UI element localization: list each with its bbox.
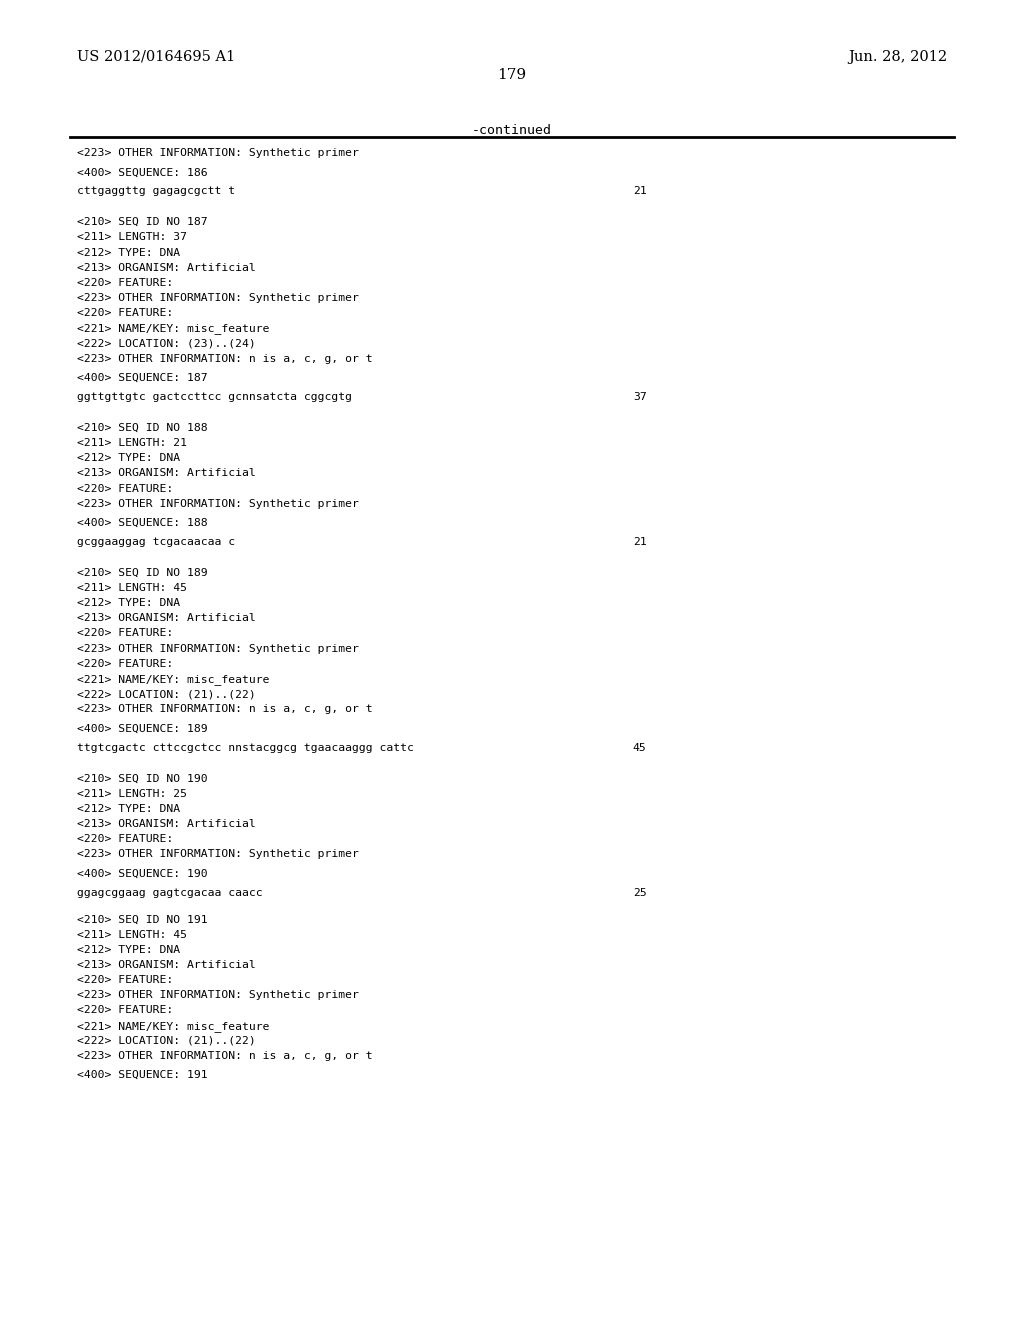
Text: <220> FEATURE:: <220> FEATURE: — [77, 659, 173, 669]
Text: <213> ORGANISM: Artificial: <213> ORGANISM: Artificial — [77, 614, 256, 623]
Text: <220> FEATURE:: <220> FEATURE: — [77, 1006, 173, 1015]
Text: <400> SEQUENCE: 189: <400> SEQUENCE: 189 — [77, 723, 208, 734]
Text: <223> OTHER INFORMATION: Synthetic primer: <223> OTHER INFORMATION: Synthetic prime… — [77, 990, 358, 1001]
Text: <220> FEATURE:: <220> FEATURE: — [77, 483, 173, 494]
Text: <212> TYPE: DNA: <212> TYPE: DNA — [77, 248, 180, 257]
Text: <210> SEQ ID NO 191: <210> SEQ ID NO 191 — [77, 915, 208, 924]
Text: <220> FEATURE:: <220> FEATURE: — [77, 628, 173, 639]
Text: <212> TYPE: DNA: <212> TYPE: DNA — [77, 804, 180, 813]
Text: <223> OTHER INFORMATION: Synthetic primer: <223> OTHER INFORMATION: Synthetic prime… — [77, 849, 358, 859]
Text: <212> TYPE: DNA: <212> TYPE: DNA — [77, 598, 180, 609]
Text: <210> SEQ ID NO 188: <210> SEQ ID NO 188 — [77, 422, 208, 433]
Text: ttgtcgactc cttccgctcc nnstacggcg tgaacaaggg cattc: ttgtcgactc cttccgctcc nnstacggcg tgaacaa… — [77, 743, 414, 752]
Text: <210> SEQ ID NO 187: <210> SEQ ID NO 187 — [77, 216, 208, 227]
Text: <400> SEQUENCE: 190: <400> SEQUENCE: 190 — [77, 869, 208, 878]
Text: <223> OTHER INFORMATION: Synthetic primer: <223> OTHER INFORMATION: Synthetic prime… — [77, 499, 358, 508]
Text: <221> NAME/KEY: misc_feature: <221> NAME/KEY: misc_feature — [77, 323, 269, 334]
Text: <223> OTHER INFORMATION: Synthetic primer: <223> OTHER INFORMATION: Synthetic prime… — [77, 293, 358, 304]
Text: <223> OTHER INFORMATION: n is a, c, g, or t: <223> OTHER INFORMATION: n is a, c, g, o… — [77, 1051, 373, 1061]
Text: Jun. 28, 2012: Jun. 28, 2012 — [848, 49, 947, 63]
Text: <210> SEQ ID NO 189: <210> SEQ ID NO 189 — [77, 568, 208, 578]
Text: ggttgttgtc gactccttcc gcnnsatcta cggcgtg: ggttgttgtc gactccttcc gcnnsatcta cggcgtg — [77, 392, 352, 403]
Text: <220> FEATURE:: <220> FEATURE: — [77, 834, 173, 843]
Text: <400> SEQUENCE: 188: <400> SEQUENCE: 188 — [77, 517, 208, 528]
Text: <212> TYPE: DNA: <212> TYPE: DNA — [77, 453, 180, 463]
Text: <211> LENGTH: 25: <211> LENGTH: 25 — [77, 788, 186, 799]
Text: <400> SEQUENCE: 186: <400> SEQUENCE: 186 — [77, 168, 208, 177]
Text: <210> SEQ ID NO 190: <210> SEQ ID NO 190 — [77, 774, 208, 783]
Text: <222> LOCATION: (21)..(22): <222> LOCATION: (21)..(22) — [77, 689, 256, 700]
Text: <213> ORGANISM: Artificial: <213> ORGANISM: Artificial — [77, 263, 256, 273]
Text: <220> FEATURE:: <220> FEATURE: — [77, 279, 173, 288]
Text: cttgaggttg gagagcgctt t: cttgaggttg gagagcgctt t — [77, 186, 234, 197]
Text: <211> LENGTH: 37: <211> LENGTH: 37 — [77, 232, 186, 243]
Text: <212> TYPE: DNA: <212> TYPE: DNA — [77, 945, 180, 954]
Text: 21: 21 — [633, 186, 646, 197]
Text: <222> LOCATION: (23)..(24): <222> LOCATION: (23)..(24) — [77, 338, 256, 348]
Text: <400> SEQUENCE: 191: <400> SEQUENCE: 191 — [77, 1071, 208, 1080]
Text: 37: 37 — [633, 392, 646, 403]
Text: <213> ORGANISM: Artificial: <213> ORGANISM: Artificial — [77, 818, 256, 829]
Text: US 2012/0164695 A1: US 2012/0164695 A1 — [77, 49, 236, 63]
Text: <221> NAME/KEY: misc_feature: <221> NAME/KEY: misc_feature — [77, 675, 269, 685]
Text: <400> SEQUENCE: 187: <400> SEQUENCE: 187 — [77, 372, 208, 383]
Text: 25: 25 — [633, 887, 646, 898]
Text: <223> OTHER INFORMATION: n is a, c, g, or t: <223> OTHER INFORMATION: n is a, c, g, o… — [77, 705, 373, 714]
Text: <211> LENGTH: 45: <211> LENGTH: 45 — [77, 929, 186, 940]
Text: <220> FEATURE:: <220> FEATURE: — [77, 309, 173, 318]
Text: <211> LENGTH: 45: <211> LENGTH: 45 — [77, 583, 186, 593]
Text: <213> ORGANISM: Artificial: <213> ORGANISM: Artificial — [77, 469, 256, 478]
Text: <223> OTHER INFORMATION: Synthetic primer: <223> OTHER INFORMATION: Synthetic prime… — [77, 644, 358, 653]
Text: <211> LENGTH: 21: <211> LENGTH: 21 — [77, 438, 186, 447]
Text: <213> ORGANISM: Artificial: <213> ORGANISM: Artificial — [77, 960, 256, 970]
Text: <223> OTHER INFORMATION: n is a, c, g, or t: <223> OTHER INFORMATION: n is a, c, g, o… — [77, 354, 373, 364]
Text: <223> OTHER INFORMATION: Synthetic primer: <223> OTHER INFORMATION: Synthetic prime… — [77, 148, 358, 158]
Text: gcggaaggag tcgacaacaa c: gcggaaggag tcgacaacaa c — [77, 537, 234, 546]
Text: 21: 21 — [633, 537, 646, 546]
Text: -continued: -continued — [472, 124, 552, 137]
Text: ggagcggaag gagtcgacaa caacc: ggagcggaag gagtcgacaa caacc — [77, 887, 262, 898]
Text: 179: 179 — [498, 67, 526, 82]
Text: 45: 45 — [633, 743, 646, 752]
Text: <222> LOCATION: (21)..(22): <222> LOCATION: (21)..(22) — [77, 1036, 256, 1045]
Text: <221> NAME/KEY: misc_feature: <221> NAME/KEY: misc_feature — [77, 1020, 269, 1031]
Text: <220> FEATURE:: <220> FEATURE: — [77, 975, 173, 985]
